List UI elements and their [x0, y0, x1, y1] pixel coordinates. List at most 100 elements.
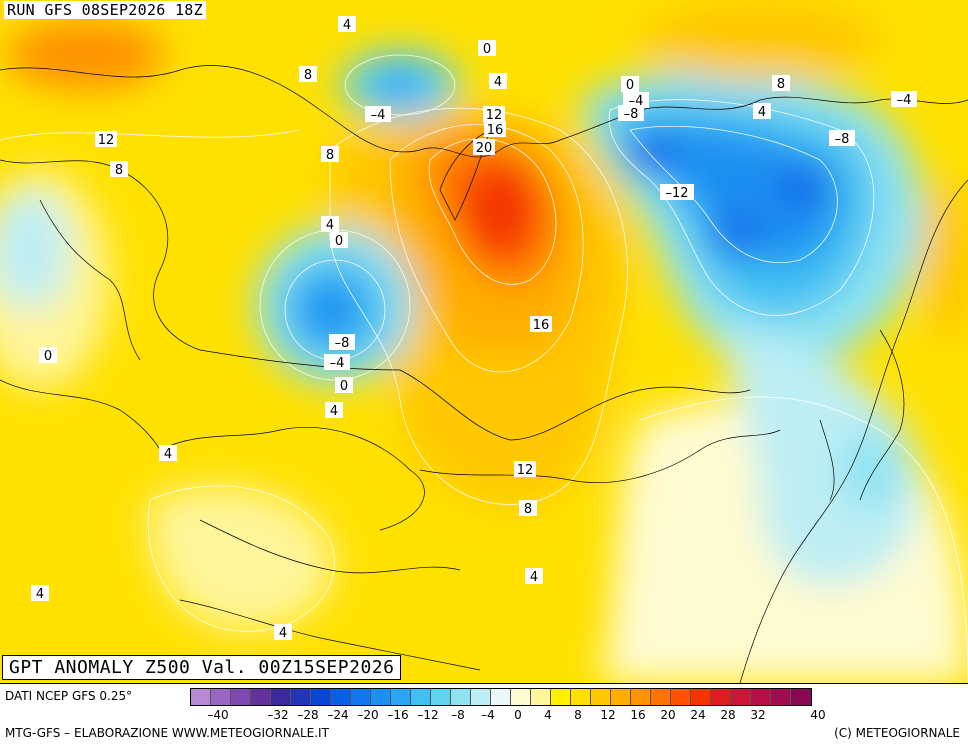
contour-label: 12 [514, 461, 536, 478]
colorbar-cell [391, 689, 411, 705]
colorbar [190, 688, 812, 706]
coastline-japan [859, 329, 905, 501]
contour-label-text: 8 [524, 502, 532, 517]
colorbar-cell [771, 689, 791, 705]
colorbar-cell [431, 689, 451, 705]
colorbar-cell [471, 689, 491, 705]
border-kazakhstan [159, 427, 425, 531]
border-central-asia [199, 519, 461, 574]
contour-label: 4 [325, 402, 343, 419]
contour-label: 0 [478, 40, 496, 57]
border-south-asia [179, 599, 481, 671]
warm-patch-east-edge [920, 180, 968, 340]
contour-label: 0 [330, 232, 348, 249]
contour-label: 12 [95, 131, 117, 148]
contour-label: 12 [483, 106, 505, 123]
contour-label: 4 [159, 445, 177, 462]
contour-label-text: 4 [758, 105, 766, 120]
colorbar-cell [591, 689, 611, 705]
colorbar-cell [291, 689, 311, 705]
colorbar-cell [731, 689, 751, 705]
contour-label: –8 [829, 130, 855, 147]
colorbar-tick-label: 8 [574, 708, 582, 722]
colorbar-cell [371, 689, 391, 705]
contour-label: 4 [321, 216, 339, 233]
contour-label-text: 8 [326, 148, 334, 163]
cold-patch-east [840, 430, 900, 510]
field-title: GPT ANOMALY Z500 Val. 00Z15SEP2026 [2, 655, 402, 680]
contour-label-text: –12 [665, 186, 688, 201]
contour-label-text: 4 [494, 75, 502, 90]
colorbar-tick-label: 4 [544, 708, 552, 722]
contour-label-text: 0 [335, 234, 343, 249]
contour-label-text: 4 [279, 626, 287, 641]
colorbar-cell [751, 689, 771, 705]
warm-patch-northeast [640, 0, 880, 80]
coastline-arctic [0, 65, 641, 158]
colorbar-cell [571, 689, 591, 705]
cold-anomaly-core-1 [625, 135, 675, 175]
colorbar-tick-label: 20 [660, 708, 676, 722]
colorbar-tick-label: 40 [810, 708, 826, 722]
colorbar-cell [311, 689, 331, 705]
contour-label-text: 4 [326, 218, 334, 233]
credit-right: (C) METEOGIORNALE [834, 726, 960, 740]
geography-outlines [0, 65, 968, 683]
contour-label-text: 4 [530, 570, 538, 585]
colorbar-tick-label: 32 [750, 708, 766, 722]
contour-label: 0 [39, 347, 57, 364]
border-russia-south [199, 349, 751, 441]
contour-label-text: 8 [777, 77, 785, 92]
colorbar-cell [411, 689, 431, 705]
contour-line [0, 129, 301, 141]
contour-label: –4 [891, 91, 917, 108]
contour-label-text: –4 [330, 356, 345, 371]
warm-patch-northwest [5, 20, 165, 90]
contour-label-text: –8 [335, 336, 350, 351]
colorbar-cell [331, 689, 351, 705]
colorbar-tick-label: –16 [387, 708, 409, 722]
contour-label: 8 [519, 500, 537, 517]
colorbar-cell [631, 689, 651, 705]
contour-label-text: 8 [115, 163, 123, 178]
colorbar-cell [191, 689, 211, 705]
footer: DATI NCEP GFS 0.25° –40 –32 –28 –24 –20 –16 –1… [0, 683, 968, 746]
contour-label-text: 16 [487, 123, 504, 138]
cold-patch-west-edge [0, 190, 70, 310]
contour-label-text: 8 [304, 68, 312, 83]
contour-label: 8 [321, 146, 339, 163]
data-source: DATI NCEP GFS 0.25° [5, 689, 133, 703]
colorbar-tick-label: –12 [417, 708, 439, 722]
contour-label: 0 [335, 377, 353, 394]
colorbar-cell [211, 689, 231, 705]
credit-left: MTG-GFS – ELABORAZIONE WWW.METEOGIORNALE… [5, 726, 329, 740]
colorbar-tick-label: –24 [327, 708, 349, 722]
contour-label: 16 [484, 121, 506, 138]
colorbar-tick-label: 16 [630, 708, 646, 722]
contour-label-text: –4 [897, 93, 912, 108]
contour-label: 8 [299, 66, 317, 83]
cold-area-east-coast [720, 330, 921, 586]
colorbar-cell [611, 689, 631, 705]
contour-label: 20 [473, 139, 495, 156]
contour-label-text: 12 [517, 463, 534, 478]
contour-label-text: 0 [483, 42, 491, 57]
contour-label-text: 0 [44, 349, 52, 364]
contour-label: 8 [110, 161, 128, 178]
contour-label: –4 [365, 106, 391, 123]
contour-label-text: 20 [476, 141, 493, 156]
contour-label: 4 [338, 16, 356, 33]
colorbar-tick-label: –28 [297, 708, 319, 722]
contour-line [639, 396, 968, 683]
colorbar-tick-label: 12 [600, 708, 616, 722]
contour-label: –8 [618, 105, 644, 122]
run-title: RUN GFS 08SEP2026 18Z [4, 1, 206, 19]
contour-label: –12 [660, 184, 694, 201]
colorbar-tick-label: –8 [451, 708, 465, 722]
colorbar-cell [711, 689, 731, 705]
warm-band-south [400, 350, 600, 490]
colorbar-tick-label: 0 [514, 708, 522, 722]
border-europe-west [0, 159, 201, 351]
pale-area-southwest [148, 485, 335, 632]
